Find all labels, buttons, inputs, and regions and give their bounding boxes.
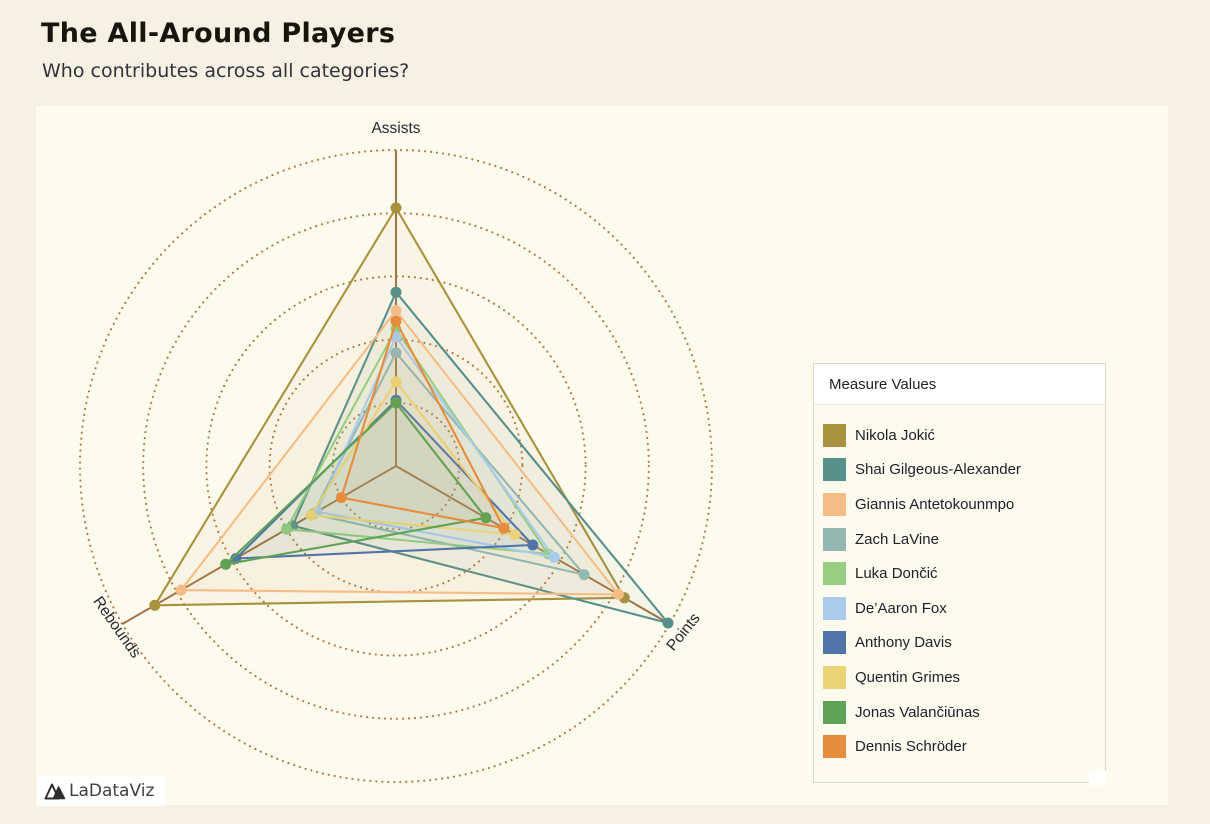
page-subtitle: Who contributes across all categories?	[42, 60, 410, 82]
giannis-antetokounmpo-point-assists[interactable]	[390, 305, 402, 317]
legend-item-shai-gilgeous-alexander[interactable]: Shai Gilgeous-Alexander	[823, 453, 1105, 488]
legend-item-zach-lavine[interactable]: Zach LaVine	[823, 522, 1105, 557]
legend-label: Nikola Jokić	[855, 426, 936, 444]
legend-item-jonas-valan-i-nas[interactable]: Jonas Valančiūnas	[823, 695, 1105, 730]
shai-gilgeous-alexander-polygon	[291, 291, 670, 625]
legend-swatch	[823, 596, 846, 620]
giannis-antetokounmpo-point-rebounds[interactable]	[175, 584, 187, 596]
jonas-valan-i-nas-polygon	[224, 401, 487, 566]
axis-line-rebounds	[121, 465, 397, 625]
dennis-schr-der-point-rebounds[interactable]	[335, 492, 347, 504]
legend-swatch	[823, 492, 846, 516]
brand-name: LaDataViz	[69, 781, 155, 801]
legend-swatch	[823, 527, 846, 551]
legend-label: Zach LaVine	[855, 530, 939, 548]
anthony-davis-point-points[interactable]	[527, 539, 539, 551]
legend-item-luka-don-i[interactable]: Luka Dončić	[823, 556, 1105, 591]
legend-label: Giannis Antetokounmpo	[855, 495, 1015, 513]
de-aaron-fox-point-assists[interactable]	[390, 331, 402, 343]
legend-items: Nikola Jokić Shai Gilgeous-Alexander Giann…	[814, 405, 1105, 764]
legend-item-anthony-davis[interactable]: Anthony Davis	[823, 626, 1105, 661]
grid-ring-4	[142, 212, 650, 720]
legend-item-dennis-schr-der[interactable]: Dennis Schröder	[823, 729, 1105, 764]
nikola-joki-point-rebounds[interactable]	[149, 599, 161, 611]
axis-label-assists: Assists	[371, 120, 420, 137]
legend-swatch	[823, 700, 846, 724]
legend-swatch	[823, 423, 846, 447]
shai-gilgeous-alexander-point-assists[interactable]	[390, 286, 402, 298]
nikola-joki-point-assists[interactable]	[390, 202, 402, 214]
legend-panel: Measure Values Nikola Jokić Shai Gilgeous…	[813, 363, 1106, 785]
legend-swatch	[823, 735, 846, 759]
radar-chart[interactable]: Assists Rebounds Points	[36, 106, 1168, 805]
quentin-grimes-polygon	[309, 380, 516, 536]
legend-label: De’Aaron Fox	[855, 599, 947, 617]
legend-swatch	[823, 562, 846, 586]
de-aaron-fox-polygon	[315, 335, 556, 559]
jonas-valan-i-nas-point-rebounds[interactable]	[220, 558, 232, 570]
legend-label: Dennis Schröder	[855, 738, 967, 756]
jonas-valan-i-nas-point-assists[interactable]	[390, 397, 402, 409]
legend-item-quentin-grimes[interactable]: Quentin Grimes	[823, 660, 1105, 695]
axis-label-rebounds: Rebounds	[89, 594, 144, 662]
quentin-grimes-point-points[interactable]	[509, 529, 521, 541]
legend-swatch	[823, 631, 846, 655]
legend-label: Luka Dončić	[855, 565, 938, 583]
jonas-valan-i-nas-point-points[interactable]	[480, 512, 492, 524]
legend-title: Measure Values	[814, 364, 1105, 405]
legend-swatch	[823, 458, 846, 482]
ladataviz-logo: LaDataViz	[37, 776, 165, 806]
quentin-grimes-point-assists[interactable]	[390, 376, 402, 388]
legend-item-giannis-antetokounmpo[interactable]: Giannis Antetokounmpo	[823, 487, 1105, 522]
legend-item-nikola-joki[interactable]: Nikola Jokić	[823, 418, 1105, 453]
zach-lavine-point-points[interactable]	[578, 569, 590, 581]
legend-resize-handle[interactable]	[1089, 771, 1106, 785]
legend-label: Shai Gilgeous-Alexander	[855, 461, 1021, 479]
axis-label-points: Points	[663, 610, 703, 654]
dennis-schr-der-point-assists[interactable]	[390, 315, 402, 327]
legend-item-de-aaron-fox[interactable]: De’Aaron Fox	[823, 591, 1105, 626]
giannis-antetokounmpo-point-points[interactable]	[612, 588, 624, 600]
legend-label: Quentin Grimes	[855, 668, 961, 686]
dennis-schr-der-polygon	[340, 320, 505, 530]
page-title: The All-Around Players	[41, 18, 396, 49]
legend-swatch	[823, 665, 846, 689]
zach-lavine-point-assists[interactable]	[390, 347, 402, 359]
shai-gilgeous-alexander-point-points[interactable]	[662, 617, 674, 629]
legend-label: Jonas Valančiūnas	[855, 703, 980, 721]
mountain-icon	[44, 783, 66, 800]
de-aaron-fox-point-points[interactable]	[548, 551, 560, 563]
dennis-schr-der-point-points[interactable]	[498, 522, 510, 534]
legend-label: Anthony Davis	[855, 634, 952, 652]
quentin-grimes-point-rebounds[interactable]	[305, 509, 317, 521]
luka-don-i-point-rebounds[interactable]	[281, 523, 292, 535]
